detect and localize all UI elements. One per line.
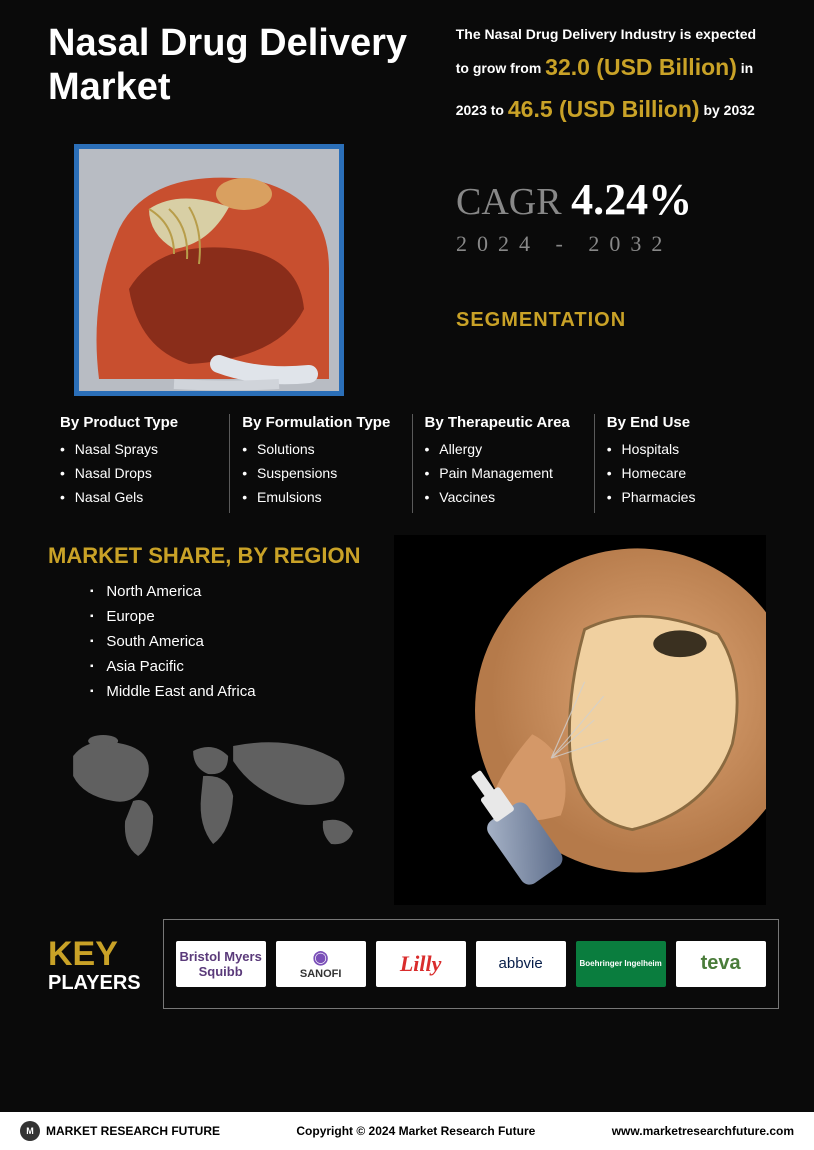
segment-end-use: By End Use Hospitals Homecare Pharmacies	[594, 414, 766, 513]
region-list: North America Europe South America Asia …	[90, 583, 378, 700]
key-players-logos: Bristol Myers Squibb ◉SANOFI Lilly abbvi…	[163, 919, 779, 1009]
logo-teva: teva	[676, 941, 766, 987]
page-footer: M MARKET RESEARCH FUTURE Copyright © 202…	[0, 1112, 814, 1150]
anatomy-illustration	[74, 144, 344, 396]
list-item: Asia Pacific	[90, 658, 378, 675]
footer-copyright: Copyright © 2024 Market Research Future	[296, 1124, 535, 1138]
list-item: South America	[90, 633, 378, 650]
market-share-heading: MARKET SHARE, BY REGION	[48, 543, 378, 569]
cagr-period: 2024 - 2032	[456, 231, 766, 257]
brand-icon: M	[20, 1121, 40, 1141]
growth-summary: The Nasal Drug Delivery Industry is expe…	[456, 22, 766, 130]
footer-brand: M MARKET RESEARCH FUTURE	[20, 1121, 220, 1141]
list-item: Europe	[90, 608, 378, 625]
logo-lilly: Lilly	[376, 941, 466, 987]
key-players-heading: KEY PLAYERS	[48, 935, 141, 993]
nasal-spray-illustration	[394, 535, 766, 905]
logo-boehringer: Boehringer Ingelheim	[576, 941, 666, 987]
world-map-icon	[48, 726, 378, 872]
list-item: Middle East and Africa	[90, 683, 378, 700]
page-title: Nasal Drug Delivery Market	[48, 22, 436, 130]
logo-abbvie: abbvie	[476, 941, 566, 987]
segmentation-columns: By Product Type Nasal Sprays Nasal Drops…	[48, 414, 766, 513]
segmentation-heading: SEGMENTATION	[456, 309, 766, 332]
segment-product-type: By Product Type Nasal Sprays Nasal Drops…	[48, 414, 219, 513]
logo-sanofi: ◉SANOFI	[276, 941, 366, 987]
cagr-stat: CAGR 4.24%	[456, 174, 766, 225]
list-item: North America	[90, 583, 378, 600]
segment-therapeutic-area: By Therapeutic Area Allergy Pain Managem…	[412, 414, 584, 513]
footer-url: www.marketresearchfuture.com	[612, 1124, 794, 1138]
segment-formulation-type: By Formulation Type Solutions Suspension…	[229, 414, 401, 513]
logo-bms: Bristol Myers Squibb	[176, 941, 266, 987]
